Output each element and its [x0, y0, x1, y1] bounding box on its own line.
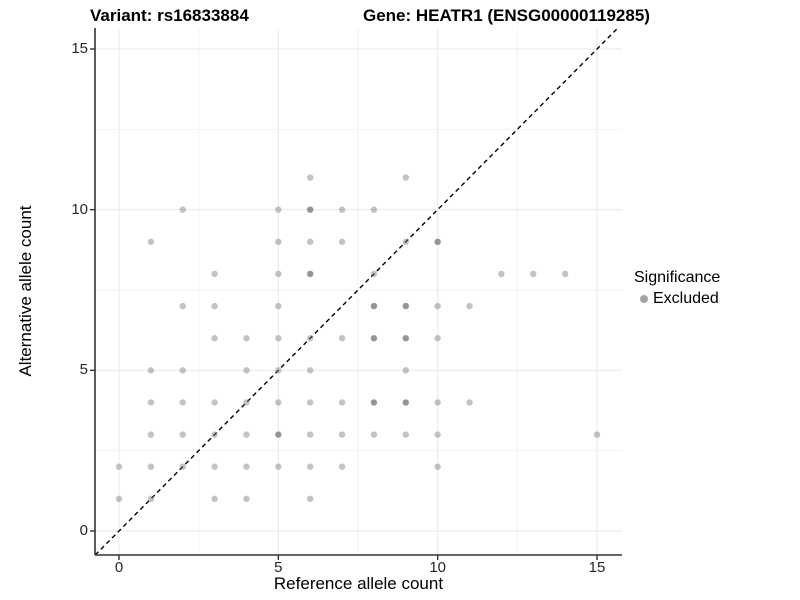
- data-point: [307, 367, 314, 374]
- data-point: [370, 431, 378, 438]
- legend: Significance Excluded: [634, 269, 720, 308]
- data-point: [179, 399, 186, 406]
- data-point: [434, 335, 441, 342]
- data-point: [434, 302, 441, 310]
- data-point: [307, 206, 314, 213]
- data-point: [338, 206, 346, 213]
- gene-title: Gene: HEATR1 (ENSG00000119285): [363, 6, 650, 25]
- data-point: [338, 463, 346, 470]
- data-point: [434, 399, 441, 406]
- data-point: [402, 431, 410, 438]
- data-point: [275, 238, 282, 246]
- data-point: [561, 270, 569, 278]
- data-point: [275, 206, 282, 213]
- data-point: [179, 463, 186, 470]
- data-point: [275, 335, 282, 342]
- data-point: [307, 495, 314, 503]
- data-point: [307, 174, 314, 181]
- data-point: [466, 399, 473, 406]
- data-point: [147, 463, 155, 470]
- data-point: [179, 367, 186, 374]
- y-tick-label: 10: [71, 200, 88, 218]
- data-point: [370, 335, 378, 342]
- data-point: [211, 463, 218, 470]
- data-point: [211, 302, 218, 310]
- data-point: [147, 367, 155, 374]
- data-point: [402, 367, 410, 374]
- data-point: [243, 367, 250, 374]
- data-point: [402, 335, 410, 342]
- data-point: [243, 495, 250, 503]
- data-point: [530, 270, 537, 278]
- data-point: [243, 399, 250, 406]
- x-tick-label: 5: [274, 559, 283, 576]
- data-point: [211, 270, 218, 278]
- x-tick-label: 0: [114, 559, 124, 576]
- data-point: [275, 399, 282, 406]
- data-point: [338, 335, 346, 342]
- data-point: [434, 431, 441, 438]
- data-point: [370, 206, 378, 213]
- data-point: [434, 463, 441, 470]
- excluded-point-icon: [640, 295, 648, 303]
- data-point: [307, 270, 314, 278]
- data-point: [307, 431, 314, 438]
- data-point: [466, 302, 473, 310]
- data-point: [179, 206, 186, 213]
- y-tick-label: 0: [79, 522, 88, 539]
- data-point: [147, 431, 155, 438]
- data-point: [370, 302, 378, 310]
- data-point: [211, 431, 218, 438]
- data-point: [275, 270, 282, 278]
- identity-line: [94, 27, 619, 556]
- variant-title: Variant: rs16833884: [90, 6, 249, 25]
- data-point: [115, 495, 123, 503]
- data-point: [338, 238, 346, 246]
- data-point: [370, 270, 378, 278]
- data-point: [211, 495, 218, 503]
- data-point: [275, 367, 282, 374]
- y-tick-label: 15: [71, 40, 88, 57]
- data-point: [243, 463, 250, 470]
- legend-item-label: Excluded: [653, 290, 719, 307]
- data-point: [179, 431, 186, 438]
- legend-item-excluded: Excluded: [640, 290, 720, 308]
- y-tick-label: 5: [79, 361, 88, 379]
- data-point: [211, 335, 218, 342]
- data-point: [115, 463, 123, 470]
- data-point: [275, 302, 282, 310]
- data-point: [307, 335, 314, 342]
- data-point: [147, 495, 155, 503]
- data-point: [498, 270, 505, 278]
- data-point: [338, 399, 346, 406]
- x-axis-label: Reference allele count: [273, 574, 444, 593]
- data-point: [275, 431, 282, 438]
- data-point: [402, 238, 410, 246]
- data-point: [307, 463, 314, 470]
- data-point: [434, 238, 441, 246]
- data-point: [307, 238, 314, 246]
- x-tick-label: 10: [429, 559, 446, 576]
- data-point: [402, 174, 410, 181]
- data-point: [402, 399, 410, 406]
- data-point: [593, 431, 601, 438]
- data-point: [338, 431, 346, 438]
- data-point: [243, 335, 250, 342]
- data-point: [179, 302, 186, 310]
- data-point: [147, 399, 155, 406]
- data-point: [307, 399, 314, 406]
- x-tick-label: 15: [588, 559, 606, 576]
- y-axis-label: Alternative allele count: [16, 205, 35, 377]
- data-point: [370, 399, 378, 406]
- data-point: [243, 431, 250, 438]
- data-point: [275, 463, 282, 470]
- data-point: [147, 238, 155, 246]
- data-point: [211, 399, 218, 406]
- legend-title: Significance: [634, 269, 721, 286]
- data-point: [402, 302, 410, 310]
